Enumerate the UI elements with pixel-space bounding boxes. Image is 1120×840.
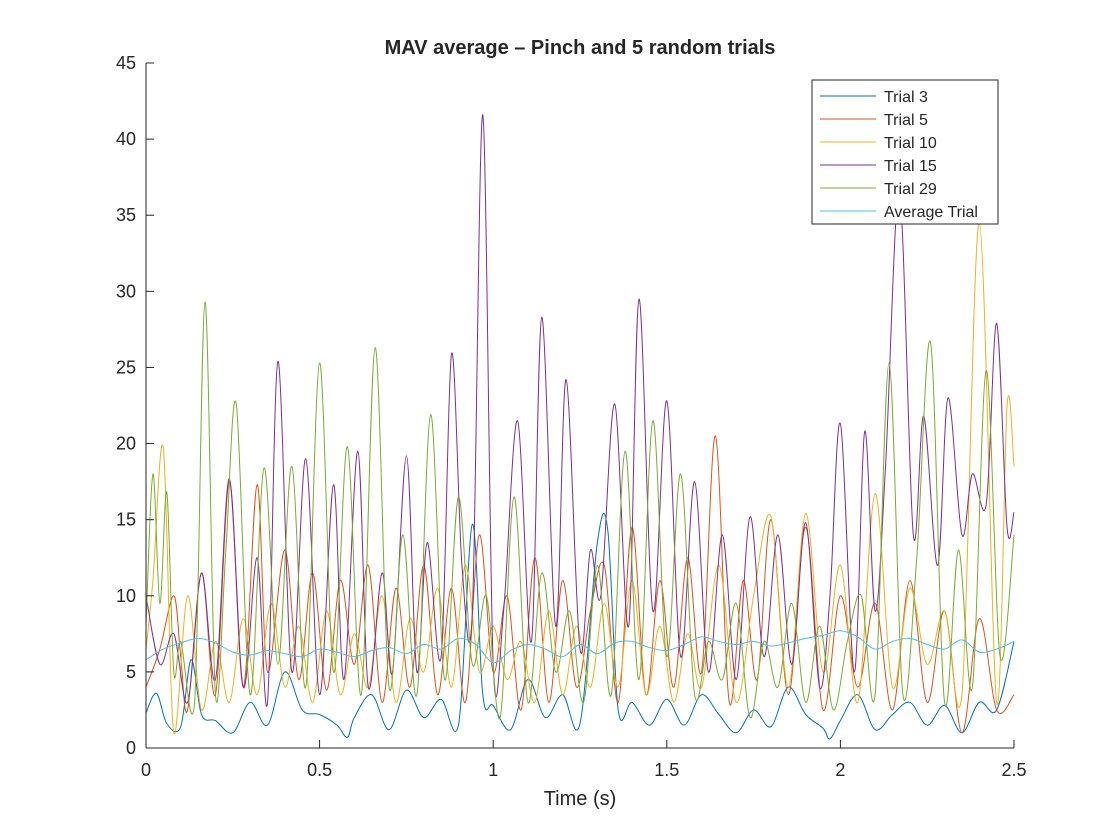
y-tick-label: 25 bbox=[116, 357, 136, 377]
y-tick-label: 45 bbox=[116, 53, 136, 73]
y-tick-label: 20 bbox=[116, 434, 136, 454]
y-tick-label: 35 bbox=[116, 205, 136, 225]
legend-label: Trial 10 bbox=[884, 135, 937, 152]
x-tick-label: 0.5 bbox=[307, 760, 332, 780]
x-axis-label: Time (s) bbox=[544, 788, 617, 810]
legend-label: Trial 15 bbox=[884, 158, 937, 175]
series-line-trial-15 bbox=[145, 114, 1015, 707]
legend-label: Trial 3 bbox=[884, 89, 928, 106]
series-line-trial-29 bbox=[145, 301, 1015, 720]
chart-title: MAV average – Pinch and 5 random trials bbox=[385, 37, 776, 59]
legend-label: Average Trial bbox=[884, 204, 978, 221]
legend: Trial 3 Trial 5 Trial 10 Trial 15 Trial 29 Av… bbox=[811, 79, 999, 225]
y-tick-label: 40 bbox=[116, 129, 136, 149]
y-tick-label: 30 bbox=[116, 281, 136, 301]
y-tick-label: 0 bbox=[126, 738, 136, 758]
series-layer bbox=[145, 114, 1015, 740]
series-line-average-trial bbox=[145, 630, 1015, 664]
legend-label: Trial 5 bbox=[884, 112, 928, 129]
x-tick-label: 1.5 bbox=[654, 760, 679, 780]
x-tick-label: 2 bbox=[835, 760, 845, 780]
x-tick-label: 1 bbox=[488, 760, 498, 780]
y-tick-label: 5 bbox=[126, 662, 136, 682]
x-tick-label: 2.5 bbox=[1001, 760, 1026, 780]
legend-label: Trial 29 bbox=[884, 181, 937, 198]
y-tick-label: 10 bbox=[116, 586, 136, 606]
axes bbox=[145, 63, 1014, 749]
y-ticks: 0 5 10 15 20 25 30 35 40 45 bbox=[116, 53, 154, 758]
x-ticks: 0 0.5 1 1.5 2 2.5 bbox=[141, 740, 1027, 780]
y-tick-label: 15 bbox=[116, 510, 136, 530]
legend-box bbox=[811, 79, 999, 225]
x-tick-label: 0 bbox=[141, 760, 151, 780]
